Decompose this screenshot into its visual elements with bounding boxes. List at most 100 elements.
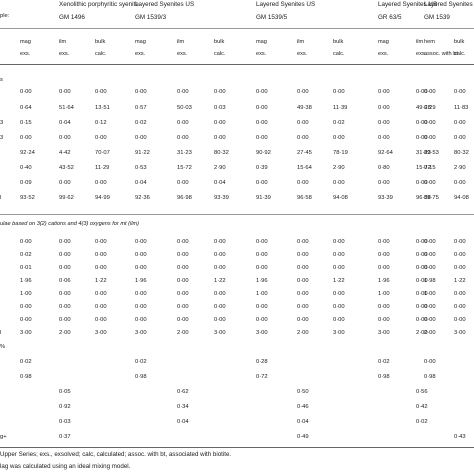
table-cell: 0·00 — [424, 239, 436, 245]
group-sample: GM 1539/3 — [135, 14, 167, 21]
table-cell: 15·72 — [177, 165, 192, 171]
table-cell: 3·00 — [135, 330, 147, 336]
table-cell: 0·00 — [378, 304, 390, 310]
table-cell: 0·00 — [177, 265, 189, 271]
table-cell: 2·90 — [214, 165, 226, 171]
column-header: mag — [378, 39, 389, 45]
table-cell: 94·99 — [95, 195, 110, 201]
table-cell: 0·06 — [59, 278, 71, 284]
table-cell: 0·00 — [424, 252, 436, 258]
table-cell: 96·58 — [297, 195, 312, 201]
table-cell: 0·00 — [256, 105, 268, 111]
column-header: mag — [20, 39, 31, 45]
row-label: g+ — [0, 434, 7, 440]
table-cell: 0·00 — [378, 252, 390, 258]
table-cell: 0·00 — [214, 252, 226, 258]
table-cell: 43·52 — [59, 165, 74, 171]
table-cell: 0·00 — [95, 180, 107, 186]
table-cell: 0·00 — [59, 180, 71, 186]
column-header-sub: calc. — [454, 51, 466, 57]
table-cell: 0·00 — [454, 252, 466, 258]
table-cell: 0·00 — [454, 239, 466, 245]
table-cell: 31·23 — [177, 150, 192, 156]
column-header-sub: calc. — [95, 51, 107, 57]
table-cell: 0·00 — [297, 278, 309, 284]
table-cell: 0·00 — [333, 304, 345, 310]
table-cell: 0·00 — [214, 317, 226, 323]
table-cell: 0·00 — [214, 304, 226, 310]
table-cell: 0·00 — [378, 120, 390, 126]
table-cell: 0·43 — [454, 434, 466, 440]
group-name: Xenolithic porphyritic syenite — [59, 1, 139, 8]
table-cell: 0·53 — [135, 165, 147, 171]
table-cell: 0·04 — [214, 180, 226, 186]
table-cell: 0·00 — [424, 359, 436, 365]
table-cell: 92·24 — [20, 150, 35, 156]
table-cell: 0·00 — [333, 135, 345, 141]
table-cell: 13·51 — [95, 105, 110, 111]
table-cell: 0·00 — [177, 317, 189, 323]
table-cell: 0·00 — [424, 265, 436, 271]
table-cell: 0·02 — [416, 419, 428, 425]
group-name: Layered Syenites US — [378, 1, 438, 8]
table-cell: 1·96 — [135, 278, 147, 284]
table-cell: 0·00 — [424, 89, 436, 95]
table-cell: 3·00 — [95, 330, 107, 336]
table-cell: 0·92 — [59, 404, 71, 410]
table-cell: 0·98 — [135, 374, 147, 380]
column-header-sub: assoc. with bt — [424, 51, 458, 57]
table-cell: 0·00 — [256, 135, 268, 141]
footnote: lag was calculated using an ideal mixing… — [0, 463, 131, 470]
table-cell: 0·00 — [135, 135, 147, 141]
table-cell: 3·00 — [378, 330, 390, 336]
table-cell: 0·00 — [454, 291, 466, 297]
table-cell: 0·00 — [59, 89, 71, 95]
column-header: bulk — [333, 39, 344, 45]
column-header: ilm — [416, 39, 424, 45]
table-cell: 0·00 — [135, 304, 147, 310]
table-cell: 0·00 — [416, 89, 428, 95]
table-cell: 0·00 — [333, 252, 345, 258]
table-cell: 0·00 — [454, 304, 466, 310]
group-sample: GR 63/5 — [378, 14, 402, 21]
column-header: mag — [135, 39, 146, 45]
table-cell: 0·00 — [416, 278, 428, 284]
table-cell: 2·00 — [424, 330, 436, 336]
table-cell: 0·00 — [297, 239, 309, 245]
table-cell: 0·37 — [59, 434, 71, 440]
table-cell: 0·00 — [297, 120, 309, 126]
group-sample: GM 1539/5 — [256, 14, 288, 21]
table-cell: 0·00 — [59, 317, 71, 323]
group-sample: GM 1539 — [424, 14, 450, 21]
table-cell: 0·00 — [454, 317, 466, 323]
table-cell: 0·00 — [454, 135, 466, 141]
table-cell: 0·00 — [454, 120, 466, 126]
group-name: Layered Syenites US — [424, 1, 474, 8]
column-header-sub: exs. — [177, 51, 188, 57]
column-header: bulk — [454, 39, 465, 45]
column-header-sub: calc. — [333, 51, 345, 57]
table-cell: 0·00 — [424, 180, 436, 186]
column-header-sub: exs. — [256, 51, 267, 57]
table-cell: 1·96 — [256, 278, 268, 284]
table-cell: 0·00 — [59, 291, 71, 297]
column-header: ilm — [59, 39, 67, 45]
table-cell: 0·00 — [378, 239, 390, 245]
table-cell: 0·00 — [297, 265, 309, 271]
table-cell: 0·00 — [95, 291, 107, 297]
table-cell: 0·15 — [424, 165, 436, 171]
table-cell: 91·22 — [135, 150, 150, 156]
table-cell: 0·04 — [59, 120, 71, 126]
table-cell: 0·15 — [20, 120, 32, 126]
row-label: % — [0, 344, 6, 350]
table-cell: 3·00 — [454, 330, 466, 336]
table-cell: 78·19 — [333, 150, 348, 156]
column-header-sub: exs. — [416, 51, 427, 57]
table-cell: 0·00 — [177, 120, 189, 126]
table-cell: 0·00 — [177, 239, 189, 245]
column-header-sub: exs. — [135, 51, 146, 57]
table-cell: 96·98 — [177, 195, 192, 201]
group-name: Layered Syenites US — [135, 1, 195, 8]
table-cell: 15·72 — [416, 165, 431, 171]
table-cell: 0·00 — [416, 180, 428, 186]
